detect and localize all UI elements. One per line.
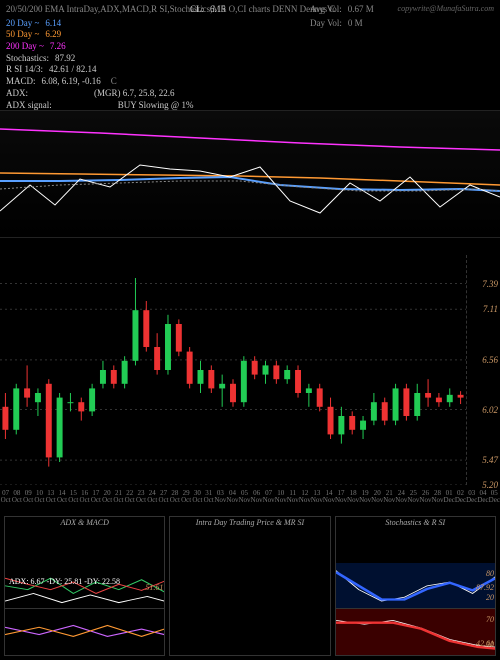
ema20-label: 20 Day ~ xyxy=(6,18,39,30)
date-tick: 10 Oct xyxy=(34,490,45,512)
macd-label: MACD: xyxy=(6,76,36,88)
date-tick: 31 Oct xyxy=(203,490,214,512)
rsi-label: R SI 14/3: xyxy=(6,64,43,76)
price-tick: 6.02 xyxy=(482,405,498,415)
date-tick: 15 Oct xyxy=(68,490,79,512)
stoch-lower-svg xyxy=(336,609,495,655)
date-tick: 26 Nov xyxy=(419,490,431,512)
date-tick: 03 Dec xyxy=(466,490,477,512)
date-tick: 04 Nov xyxy=(226,490,238,512)
rsi-t3: 30 xyxy=(486,640,494,649)
date-tick: 18 Nov xyxy=(347,490,359,512)
macd-value: 6.08, 6.19, -0.16 xyxy=(42,76,101,88)
date-tick: 16 Oct xyxy=(79,490,90,512)
date-tick: 29 Oct xyxy=(181,490,192,512)
ema-chart-panel xyxy=(0,110,500,238)
date-tick: 05 Dec xyxy=(489,490,500,512)
date-tick: 01 Dec xyxy=(444,490,455,512)
date-axis: 07 Oct08 Oct09 Oct10 Oct13 Oct14 Oct15 O… xyxy=(0,490,500,512)
ema20-value: 6.14 xyxy=(45,18,61,30)
adx-ytick: 51.61 xyxy=(145,583,163,592)
watermark: copywrite@MunafaSutra.com xyxy=(398,4,494,14)
date-tick: 02 Dec xyxy=(455,490,466,512)
price-tick: 7.39 xyxy=(482,279,498,289)
close-value: 6.15 xyxy=(210,4,226,16)
ema200-value: 7.26 xyxy=(50,41,66,53)
intraday-title: Intra Day Trading Price & MR SI xyxy=(170,518,329,527)
candle-chart-panel xyxy=(0,255,466,485)
date-tick: 07 Oct xyxy=(0,490,11,512)
ema50-label: 50 Day ~ xyxy=(6,29,39,41)
date-tick: 20 Oct xyxy=(102,490,113,512)
date-tick: 30 Oct xyxy=(192,490,203,512)
close-label: CL: xyxy=(190,4,204,16)
date-tick: 25 Nov xyxy=(407,490,419,512)
stoch-label: Stochastics: xyxy=(6,53,49,65)
price-tick: 7.11 xyxy=(483,304,498,314)
bottom-panels: ADX & MACD ADX: 6.67 -DY: 25.81 -DY: 22.… xyxy=(0,516,500,660)
date-tick: 22 Oct xyxy=(124,490,135,512)
date-tick: 12 Nov xyxy=(299,490,311,512)
date-tick: 08 Oct xyxy=(11,490,22,512)
ema200-label: 200 Day ~ xyxy=(6,41,44,53)
date-tick: 27 Oct xyxy=(158,490,169,512)
avgvol-label: Avg Vol: xyxy=(310,4,342,16)
rsi-value: 42.61 / 82.14 xyxy=(49,64,97,76)
date-tick: 19 Nov xyxy=(359,490,371,512)
stoch-upper-svg xyxy=(336,563,495,609)
date-tick: 28 Nov xyxy=(431,490,443,512)
dayvol-value: 0 M xyxy=(348,18,363,30)
header-info: 20/50/200 EMA IntraDay,ADX,MACD,R SI,Sto… xyxy=(0,0,500,115)
adx-label: ADX: xyxy=(6,88,28,100)
dayvol-label: Day Vol: xyxy=(310,18,342,30)
adx-macd-panel: ADX & MACD ADX: 6.67 -DY: 25.81 -DY: 22.… xyxy=(4,516,165,656)
date-tick: 13 Nov xyxy=(311,490,323,512)
intraday-panel: Intra Day Trading Price & MR SI xyxy=(169,516,330,656)
stoch-title: Stochastics & R SI xyxy=(336,518,495,564)
date-tick: 14 Nov xyxy=(323,490,335,512)
adx-title: ADX & MACD xyxy=(5,518,164,564)
date-tick: 17 Oct xyxy=(90,490,101,512)
symbols-line: 20/50/200 EMA IntraDay,ADX,MACD,R SI,Sto… xyxy=(6,4,335,16)
date-tick: 17 Nov xyxy=(335,490,347,512)
date-tick: 23 Oct xyxy=(135,490,146,512)
stoch-value: 87.92 xyxy=(55,53,75,65)
stoch-t2: 87.92 xyxy=(476,583,494,592)
date-tick: 24 Nov xyxy=(395,490,407,512)
macd-suffix: C xyxy=(111,76,117,88)
adx-reading: ADX: 6.67 -DY: 25.81 -DY: 22.58 xyxy=(9,577,120,586)
stoch-t1: 80 xyxy=(486,569,494,578)
stoch-rsi-panel: Stochastics & R SI 80 87.92 20 70 42.61 … xyxy=(335,516,496,656)
date-tick: 10 Nov xyxy=(275,490,287,512)
date-tick: 20 Nov xyxy=(371,490,383,512)
date-tick: 14 Oct xyxy=(56,490,67,512)
date-tick: 04 Dec xyxy=(477,490,488,512)
stoch-t3: 20 xyxy=(486,593,494,602)
date-tick: 11 Nov xyxy=(287,490,299,512)
date-tick: 05 Nov xyxy=(238,490,250,512)
avgvol-value: 0.67 M xyxy=(348,4,374,16)
date-tick: 06 Nov xyxy=(251,490,263,512)
price-axis: 7.397.116.566.025.475.20 xyxy=(466,255,500,485)
date-tick: 28 Oct xyxy=(169,490,180,512)
candle-chart-svg xyxy=(0,255,466,485)
date-tick: 21 Nov xyxy=(383,490,395,512)
date-tick: 09 Oct xyxy=(23,490,34,512)
price-tick: 5.47 xyxy=(482,455,498,465)
date-tick: 13 Oct xyxy=(45,490,56,512)
ema50-value: 6.29 xyxy=(45,29,61,41)
date-tick: 07 Nov xyxy=(263,490,275,512)
date-tick: 24 Oct xyxy=(147,490,158,512)
macd-svg xyxy=(5,609,164,655)
date-tick: 21 Oct xyxy=(113,490,124,512)
adx-value: (MGR) 6.7, 25.8, 22.6 xyxy=(94,88,175,100)
price-tick: 6.56 xyxy=(482,355,498,365)
ema-chart-svg xyxy=(0,111,500,239)
date-tick: 03 Nov xyxy=(214,490,226,512)
rsi-t1: 70 xyxy=(486,615,494,624)
